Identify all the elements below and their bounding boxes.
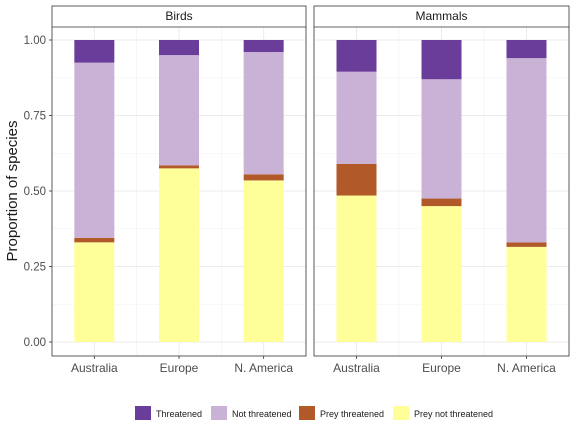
bar-segment-prey-threatened [243, 174, 284, 181]
bar-segment-not-threatened [74, 62, 115, 238]
bar-segment-prey-threatened [506, 242, 547, 247]
bar-segment-not-threatened [243, 52, 284, 175]
legend-key [135, 406, 151, 420]
y-tick-label: 1.00 [24, 35, 46, 47]
bar-segment-threatened [336, 40, 377, 72]
bar-segment-threatened [506, 40, 547, 59]
y-tick-label: 0.50 [24, 186, 46, 198]
x-tick-label: Europe [160, 361, 199, 375]
legend-key [211, 406, 227, 420]
bar-segment-prey-not-threatened [159, 168, 199, 342]
bar-segment-prey-not-threatened [421, 206, 462, 342]
y-tick-label: 0.25 [24, 262, 46, 274]
bar-segment-threatened [159, 40, 199, 56]
bar-segment-threatened [421, 40, 462, 80]
bar-segment-prey-not-threatened [506, 246, 547, 342]
bar-segment-prey-threatened [421, 198, 462, 207]
bar-segment-prey-not-threatened [243, 180, 284, 342]
bar-segment-not-threatened [159, 55, 199, 166]
y-tick-label: 0.75 [24, 111, 46, 123]
legend-label: Not threatened [232, 409, 292, 419]
y-axis-title: Proportion of species [4, 121, 21, 262]
legend-key [299, 406, 315, 420]
bar-segment-threatened [243, 40, 284, 53]
panel-title: Birds [165, 9, 192, 23]
bar-segment-prey-not-threatened [74, 242, 115, 342]
legend-label: Prey not threatened [414, 409, 493, 419]
bar-segment-not-threatened [421, 79, 462, 199]
x-tick-label: N. America [497, 361, 556, 375]
panel-title: Mammals [415, 9, 467, 23]
legend-label: Prey threatened [320, 409, 384, 419]
bar-segment-not-threatened [506, 58, 547, 243]
y-tick-label: 0.00 [24, 337, 46, 349]
bar-segment-prey-not-threatened [336, 195, 377, 342]
x-tick-label: Australia [71, 361, 118, 375]
bar-segment-threatened [74, 40, 115, 63]
bar-segment-prey-threatened [336, 163, 377, 196]
x-tick-label: N. America [234, 361, 293, 375]
bar-segment-prey-threatened [74, 237, 115, 243]
x-tick-label: Europe [422, 361, 461, 375]
bar-segment-prey-threatened [159, 165, 199, 169]
panel-strip [314, 6, 569, 27]
legend-label: Threatened [156, 409, 202, 419]
bar-segment-not-threatened [336, 71, 377, 164]
x-tick-label: Australia [333, 361, 380, 375]
panel-strip [52, 6, 306, 27]
legend-key [393, 406, 409, 420]
